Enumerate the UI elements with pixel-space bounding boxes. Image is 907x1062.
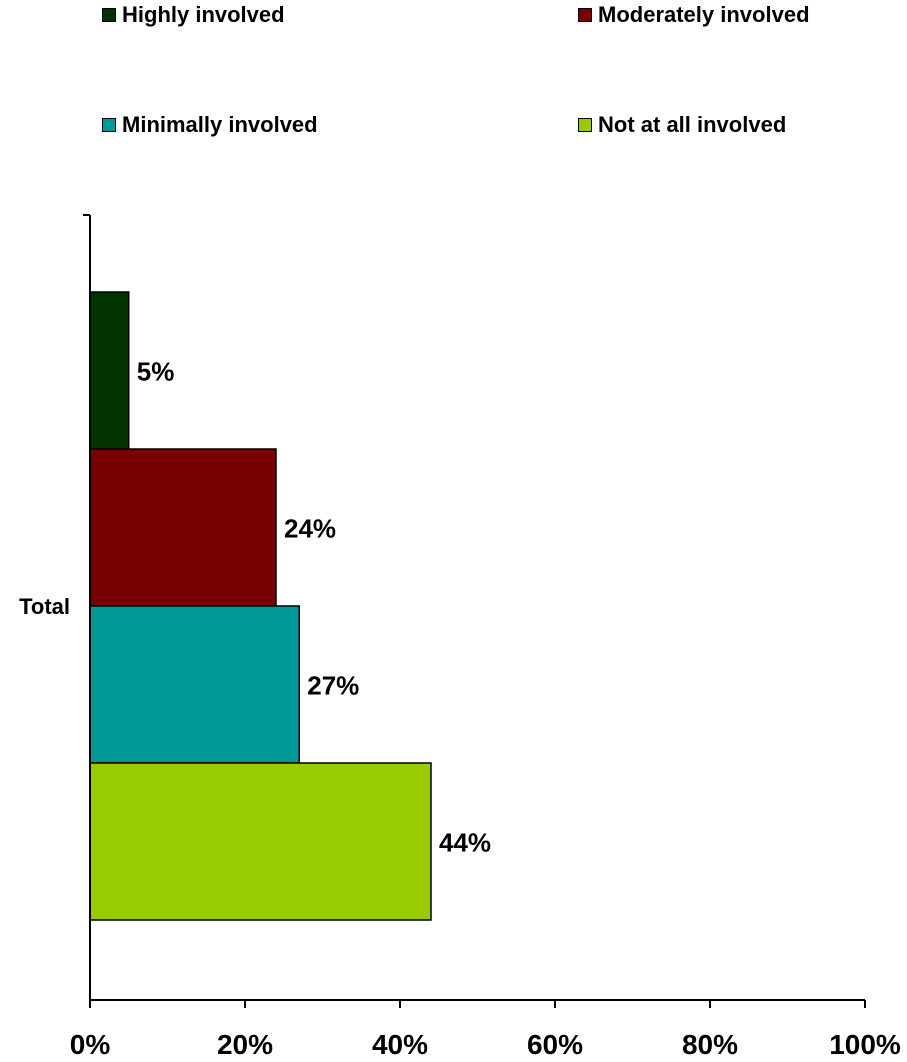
data-label: 24%: [284, 514, 336, 544]
legend-swatch: [578, 118, 592, 132]
bar: [89, 762, 432, 921]
legend-swatch: [102, 118, 116, 132]
x-tick-label: 80%: [682, 1029, 738, 1060]
legend-label: Moderately involved: [598, 2, 810, 27]
bar: [89, 605, 300, 764]
data-label: 44%: [439, 828, 491, 858]
x-tick-label: 0%: [70, 1029, 111, 1060]
legend-swatch: [102, 8, 116, 22]
x-tick-label: 20%: [217, 1029, 273, 1060]
legend-item: Not at all involved: [578, 112, 787, 137]
category-label: Total: [19, 594, 70, 619]
legend-swatch: [578, 8, 592, 22]
x-tick-label: 40%: [372, 1029, 428, 1060]
x-tick-label: 100%: [829, 1029, 901, 1060]
legend-label: Highly involved: [122, 2, 285, 27]
legend-label: Not at all involved: [598, 112, 787, 137]
data-label: 5%: [137, 357, 175, 387]
bar: [89, 448, 277, 607]
data-label: 27%: [307, 671, 359, 701]
legend-item: Highly involved: [102, 2, 285, 27]
legend-label: Minimally involved: [122, 112, 318, 137]
legend-item: Moderately involved: [578, 2, 810, 27]
x-tick-label: 60%: [527, 1029, 583, 1060]
bar: [89, 291, 130, 450]
legend-item: Minimally involved: [102, 112, 318, 137]
